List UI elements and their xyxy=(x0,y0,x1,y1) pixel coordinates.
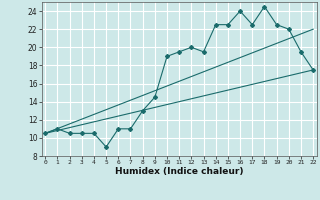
X-axis label: Humidex (Indice chaleur): Humidex (Indice chaleur) xyxy=(115,167,244,176)
